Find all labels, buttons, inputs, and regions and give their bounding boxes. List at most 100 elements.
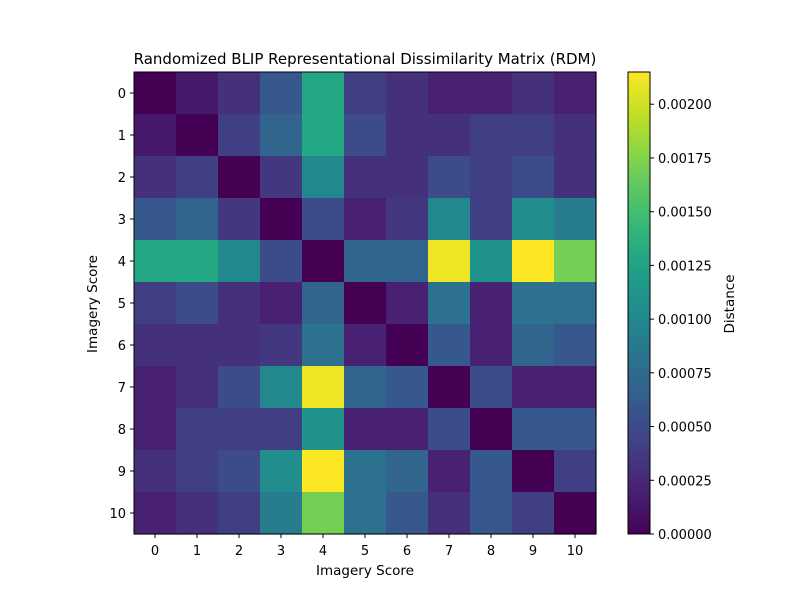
heatmap-cell-6-8 xyxy=(470,324,513,367)
y-tick-label: 8 xyxy=(118,423,126,438)
heatmap-cell-5-10 xyxy=(554,282,597,325)
heatmap-cell-1-2 xyxy=(218,114,261,157)
heatmap-cell-5-0 xyxy=(134,282,177,325)
x-axis-label: Imagery Score xyxy=(316,563,414,579)
y-tick-label: 0 xyxy=(118,87,126,102)
heatmap-cell-9-0 xyxy=(134,450,177,493)
heatmap-cell-9-9 xyxy=(512,450,555,493)
heatmap-cell-10-0 xyxy=(134,492,177,535)
heatmap-cell-4-0 xyxy=(134,240,177,283)
x-tick-label: 3 xyxy=(277,544,285,559)
heatmap-cell-6-5 xyxy=(344,324,387,367)
heatmap-cell-1-8 xyxy=(470,114,513,157)
heatmap-cell-1-10 xyxy=(554,114,597,157)
colorbar: 0.00000 0.00025 0.00050 0.00075 0.00100 0.001… xyxy=(627,71,712,543)
heatmap-cell-0-5 xyxy=(344,72,387,115)
x-tick-label: 0 xyxy=(151,544,159,559)
heatmap-cell-7-3 xyxy=(260,366,303,409)
heatmap-cell-4-5 xyxy=(344,240,387,283)
chart-title: Randomized BLIP Representational Dissimi… xyxy=(134,50,597,68)
y-axis-label: Imagery Score xyxy=(85,255,101,353)
heatmap-cell-1-9 xyxy=(512,114,555,157)
y-tick-label: 10 xyxy=(109,507,126,522)
heatmap-cell-9-3 xyxy=(260,450,303,493)
heatmap-cell-10-4 xyxy=(302,492,345,535)
heatmap-cell-4-10 xyxy=(554,240,597,283)
heatmap-cell-4-2 xyxy=(218,240,261,283)
y-tick-label: 1 xyxy=(118,129,126,144)
heatmap-cell-2-2 xyxy=(218,156,261,199)
y-tick-label: 5 xyxy=(118,297,126,312)
heatmap-cell-2-8 xyxy=(470,156,513,199)
heatmap-cell-3-8 xyxy=(470,198,513,241)
heatmap-cell-5-4 xyxy=(302,282,345,325)
heatmap-cell-6-9 xyxy=(512,324,555,367)
heatmap-cell-9-10 xyxy=(554,450,597,493)
heatmap-cell-9-1 xyxy=(176,450,219,493)
heatmap-cell-2-5 xyxy=(344,156,387,199)
x-tick-label: 2 xyxy=(235,544,243,559)
heatmap-cell-9-7 xyxy=(428,450,471,493)
heatmap-cell-2-7 xyxy=(428,156,471,199)
heatmap-cell-10-3 xyxy=(260,492,303,535)
heatmap-cell-9-6 xyxy=(386,450,429,493)
heatmap-cell-4-4 xyxy=(302,240,345,283)
heatmap-cell-10-5 xyxy=(344,492,387,535)
heatmap-cell-8-4 xyxy=(302,408,345,451)
heatmap-cell-8-3 xyxy=(260,408,303,451)
heatmap-cell-0-9 xyxy=(512,72,555,115)
y-tick-label: 9 xyxy=(118,465,126,480)
heatmap-cell-7-10 xyxy=(554,366,597,409)
x-tick-label: 8 xyxy=(487,544,495,559)
heatmap-cell-2-6 xyxy=(386,156,429,199)
x-tick-label: 6 xyxy=(403,544,411,559)
heatmap-cell-4-3 xyxy=(260,240,303,283)
heatmap-cell-5-1 xyxy=(176,282,219,325)
heatmap-cell-0-4 xyxy=(302,72,345,115)
heatmap-cell-10-8 xyxy=(470,492,513,535)
heatmap-cell-8-0 xyxy=(134,408,177,451)
heatmap-cell-0-6 xyxy=(386,72,429,115)
heatmap-cell-4-1 xyxy=(176,240,219,283)
heatmap-cell-4-7 xyxy=(428,240,471,283)
heatmap-cell-6-6 xyxy=(386,324,429,367)
heatmap-cell-10-1 xyxy=(176,492,219,535)
heatmap-cell-6-10 xyxy=(554,324,597,367)
colorbar-tick-label: 0.00000 xyxy=(658,528,712,543)
x-tick-label: 5 xyxy=(361,544,369,559)
heatmap-cell-5-5 xyxy=(344,282,387,325)
heatmap-cell-5-3 xyxy=(260,282,303,325)
heatmap-cell-6-2 xyxy=(218,324,261,367)
heatmap-cell-1-3 xyxy=(260,114,303,157)
heatmap-cell-4-6 xyxy=(386,240,429,283)
y-tick-label: 2 xyxy=(118,171,126,186)
heatmap-cell-7-0 xyxy=(134,366,177,409)
heatmap-cell-9-5 xyxy=(344,450,387,493)
x-tick-label: 10 xyxy=(567,544,584,559)
colorbar-tick-label: 0.00100 xyxy=(658,313,712,328)
y-axis-ticks: 0 1 2 3 4 5 6 7 8 9 10 xyxy=(109,87,134,522)
heatmap-cell-7-9 xyxy=(512,366,555,409)
heatmap-cell-0-7 xyxy=(428,72,471,115)
heatmap-cell-0-3 xyxy=(260,72,303,115)
heatmap-cell-0-8 xyxy=(470,72,513,115)
heatmap-cell-3-7 xyxy=(428,198,471,241)
heatmap-cell-7-8 xyxy=(470,366,513,409)
colorbar-tick-label: 0.00125 xyxy=(658,259,712,274)
heatmap-cell-6-3 xyxy=(260,324,303,367)
heatmap-cell-5-2 xyxy=(218,282,261,325)
heatmap-cell-8-5 xyxy=(344,408,387,451)
heatmap-cell-1-6 xyxy=(386,114,429,157)
heatmap-cell-10-10 xyxy=(554,492,597,535)
heatmap-cell-1-7 xyxy=(428,114,471,157)
heatmap-cell-5-6 xyxy=(386,282,429,325)
heatmap-cell-0-10 xyxy=(554,72,597,115)
x-tick-label: 9 xyxy=(529,544,537,559)
colorbar-tick-label: 0.00200 xyxy=(658,98,712,113)
colorbar-tick-label: 0.00175 xyxy=(658,152,712,167)
heatmap-cell-3-4 xyxy=(302,198,345,241)
heatmap-cell-8-9 xyxy=(512,408,555,451)
heatmap-cell-1-4 xyxy=(302,114,345,157)
